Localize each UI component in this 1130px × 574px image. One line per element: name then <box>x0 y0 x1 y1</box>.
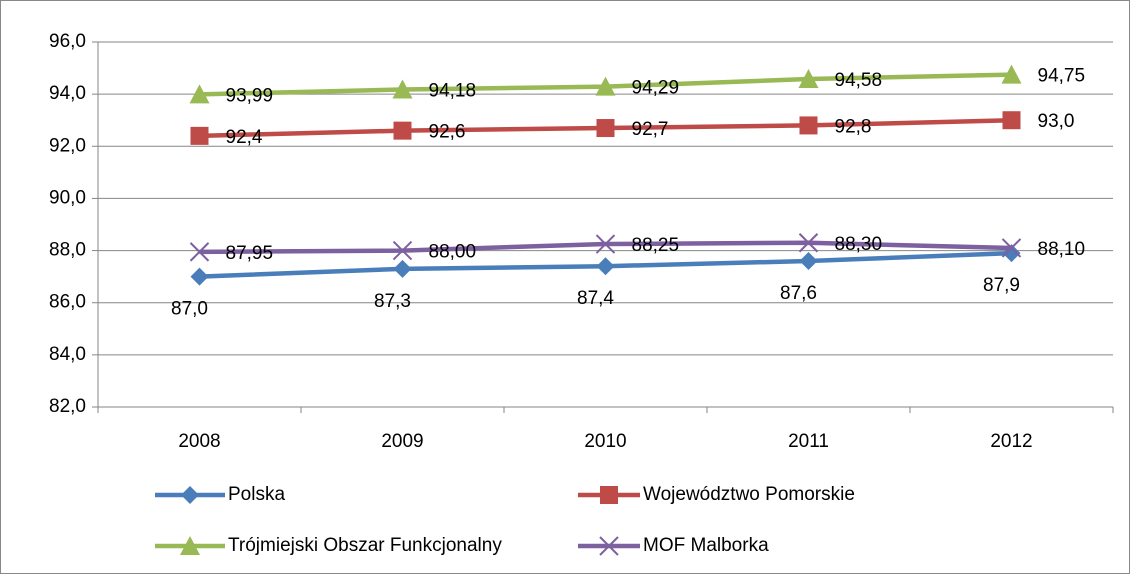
marker <box>189 242 210 262</box>
marker <box>799 116 818 135</box>
y-tick-label: 82,0 <box>49 396 86 417</box>
data-label: 88,00 <box>429 242 477 263</box>
data-label: 94,58 <box>835 70 883 91</box>
legend-label: Polska <box>228 484 285 505</box>
data-label: 88,10 <box>1038 239 1086 260</box>
data-label: 87,0 <box>171 299 208 320</box>
data-label: 94,29 <box>632 78 680 99</box>
data-label: 92,4 <box>226 127 263 148</box>
marker <box>190 126 209 145</box>
legend-marker <box>600 486 618 504</box>
data-label: 92,8 <box>835 116 872 137</box>
marker <box>392 79 413 99</box>
data-label: 87,9 <box>983 275 1020 296</box>
marker <box>190 267 209 286</box>
legend-label: MOF Malborka <box>643 535 769 556</box>
data-label: 87,6 <box>780 283 817 304</box>
marker <box>1002 111 1021 130</box>
legend-label: Województwo Pomorskie <box>643 484 855 505</box>
marker <box>799 252 818 270</box>
marker <box>798 69 819 89</box>
x-tick-label: 2010 <box>584 431 626 452</box>
x-tick-label: 2011 <box>788 431 829 452</box>
marker <box>1001 64 1022 84</box>
data-label: 94,75 <box>1038 66 1086 87</box>
marker <box>596 119 615 138</box>
data-label: 87,95 <box>226 243 274 264</box>
data-label: 87,4 <box>577 288 614 309</box>
data-label: 87,3 <box>374 291 411 312</box>
x-tick-label: 2012 <box>990 431 1032 452</box>
legend-label: Trójmiejski Obszar Funkcjonalny <box>228 535 502 556</box>
data-label: 92,7 <box>632 119 669 140</box>
marker <box>393 121 412 140</box>
marker <box>596 257 615 276</box>
legend-marker <box>599 536 619 556</box>
legend-marker <box>181 486 199 504</box>
data-label: 93,0 <box>1038 111 1075 132</box>
data-label: 88,30 <box>835 234 883 255</box>
marker <box>798 233 819 253</box>
marker <box>393 259 412 278</box>
legend-marker <box>180 536 200 555</box>
data-label: 94,18 <box>429 80 477 101</box>
data-label: 93,99 <box>226 85 274 106</box>
marker <box>189 84 210 104</box>
y-tick-label: 96,0 <box>49 31 86 52</box>
marker <box>595 234 616 254</box>
y-tick-label: 94,0 <box>49 83 86 104</box>
y-tick-label: 90,0 <box>49 187 86 208</box>
x-tick-label: 2008 <box>178 431 220 452</box>
y-tick-label: 88,0 <box>49 240 86 261</box>
marker <box>595 76 616 96</box>
y-tick-label: 86,0 <box>49 292 86 313</box>
data-label: 92,6 <box>429 122 466 143</box>
data-label: 88,25 <box>632 235 680 256</box>
x-tick-label: 2009 <box>381 431 423 452</box>
y-tick-label: 92,0 <box>49 135 86 156</box>
y-tick-label: 84,0 <box>49 344 86 365</box>
marker <box>1001 238 1022 258</box>
marker <box>392 240 413 261</box>
